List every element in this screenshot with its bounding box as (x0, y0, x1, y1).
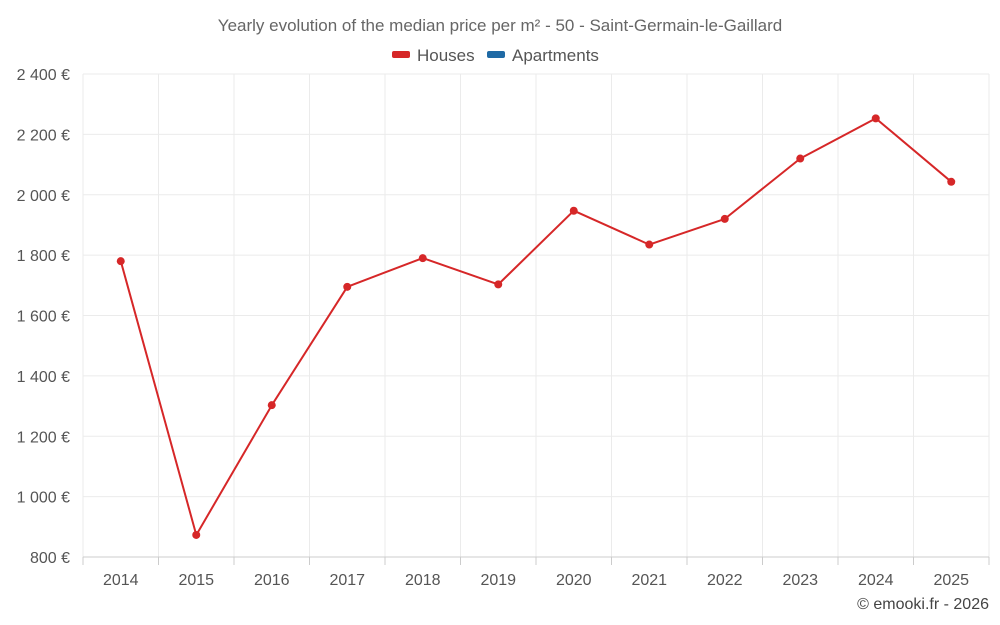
data-point-houses-2021[interactable] (645, 240, 654, 249)
y-tick-label: 1 800 € (17, 248, 70, 265)
x-tick-label: 2021 (631, 572, 667, 589)
legend-swatch-houses (392, 51, 410, 58)
y-tick-label: 800 € (30, 550, 70, 567)
x-tick-label: 2014 (103, 572, 139, 589)
data-point-houses-2023[interactable] (796, 154, 805, 163)
data-point-houses-2025[interactable] (947, 177, 956, 186)
y-tick-label: 2 000 € (17, 188, 70, 205)
series-layer (116, 114, 956, 539)
credit-text: © emooki.fr - 2026 (857, 596, 989, 613)
legend: Houses Apartments (392, 46, 599, 65)
y-tick-label: 1 400 € (17, 369, 70, 386)
legend-item-houses[interactable]: Houses (392, 46, 475, 65)
x-axis-ticks: 2014 2015 2016 2017 2018 2019 2020 2021 2022 2023… (82, 557, 990, 589)
x-tick-label: 2024 (858, 572, 894, 589)
x-tick-label: 2022 (707, 572, 743, 589)
y-tick-label: 1 000 € (17, 490, 70, 507)
x-tick-label: 2023 (782, 572, 818, 589)
legend-label-houses: Houses (417, 46, 475, 65)
x-tick-label: 2017 (329, 572, 365, 589)
x-tick-label: 2025 (933, 572, 969, 589)
chart-title: Yearly evolution of the median price per… (218, 16, 782, 35)
x-tick-label: 2015 (178, 572, 214, 589)
legend-label-apartments: Apartments (512, 46, 599, 65)
y-tick-label: 2 400 € (17, 67, 70, 84)
data-point-houses-2014[interactable] (116, 257, 125, 266)
data-point-houses-2019[interactable] (494, 280, 503, 289)
data-point-houses-2015[interactable] (192, 530, 201, 539)
y-tick-label: 1 600 € (17, 309, 70, 326)
data-point-houses-2022[interactable] (720, 214, 729, 223)
legend-item-apartments[interactable]: Apartments (487, 46, 599, 65)
data-point-houses-2016[interactable] (267, 401, 276, 410)
y-tick-label: 1 200 € (17, 429, 70, 446)
legend-swatch-apartments (487, 51, 505, 58)
data-point-houses-2020[interactable] (569, 206, 578, 215)
x-tick-label: 2016 (254, 572, 290, 589)
x-tick-label: 2019 (480, 572, 516, 589)
y-tick-label: 2 200 € (17, 127, 70, 144)
data-point-houses-2018[interactable] (418, 254, 427, 263)
y-axis-ticks: 800 € 1 000 € 1 200 € 1 400 € 1 600 € 1 800 €… (17, 67, 70, 567)
series-line-houses (119, 117, 952, 536)
data-point-houses-2024[interactable] (871, 114, 880, 123)
x-gridlines (82, 74, 990, 557)
data-point-houses-2017[interactable] (343, 282, 352, 291)
x-tick-label: 2018 (405, 572, 441, 589)
x-tick-label: 2020 (556, 572, 592, 589)
